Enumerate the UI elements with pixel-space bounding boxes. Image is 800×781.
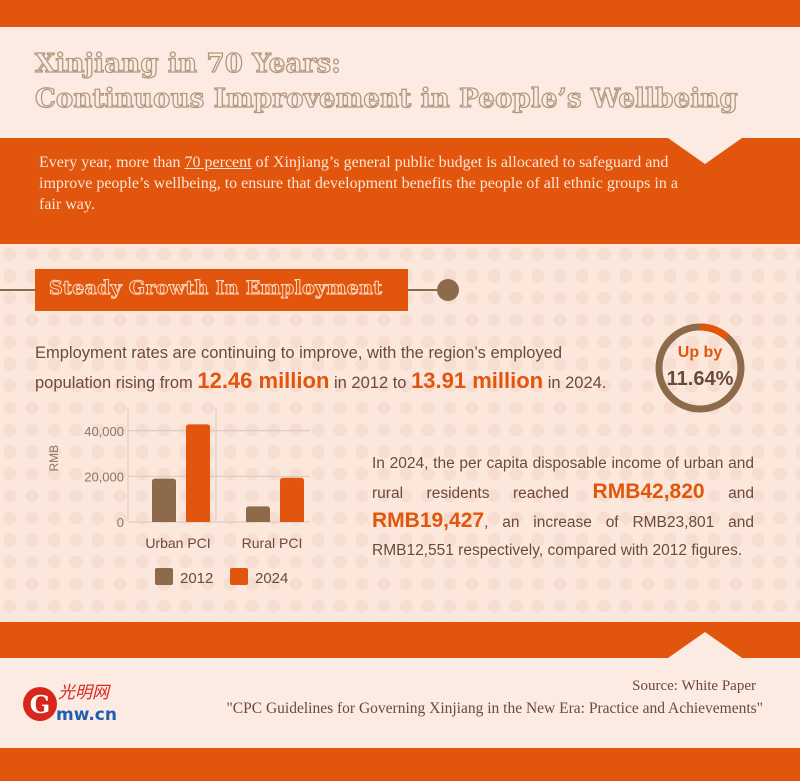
y-tick-label: 20,000 (84, 469, 124, 484)
bar-2012-1 (246, 506, 270, 522)
gmw-logo-text: mw.cn (56, 705, 117, 725)
section-dot (437, 279, 459, 301)
section-title: Steady Growth In Employment (48, 277, 383, 300)
section-divider-right (408, 289, 438, 291)
pci-text-part2: and (704, 484, 754, 502)
legend-swatch (155, 568, 173, 585)
employment-2012-value: 12.46 million (197, 368, 330, 393)
intro-text-before: Every year, more than (39, 154, 185, 171)
employment-text-part2: in 2012 to (329, 374, 412, 392)
employment-text-part1: Employment rates are continuing to impro… (35, 344, 563, 392)
pci-bar-chart: 0 20,000 40,000 RMB Urban PCI Rural PCI 2012 20… (47, 408, 310, 587)
footer-band (0, 622, 800, 658)
employment-text-part3: in 2024. (543, 374, 607, 392)
bar-2024-1 (280, 477, 304, 522)
pci-text-part3: , an increase of RMB23,801 and RMB12,551… (372, 514, 754, 559)
y-tick-label: 40,000 (84, 424, 124, 439)
source-label: Source: White Paper (632, 678, 756, 694)
y-axis-label: RMB (47, 445, 61, 472)
x-tick-label: Rural PCI (242, 535, 303, 551)
page-title-line2: Continuous Improvement in People’s Wellb… (34, 83, 738, 114)
section-divider-left (0, 289, 35, 291)
x-tick-label: Urban PCI (145, 535, 210, 551)
bottom-bar (0, 748, 800, 781)
footer: G 光明网 mw.cn Source: White Paper "CPC Gui… (0, 658, 800, 748)
intro-text: Every year, more than 70 percent of Xinj… (39, 152, 679, 215)
pci-text-part1: In 2024, the per capita disposable incom… (372, 455, 754, 502)
bar-2012-0 (152, 478, 176, 522)
intro-text-after: of Xinjiang’s general public budget is a… (39, 154, 678, 213)
top-bar (0, 0, 800, 27)
growth-ring-arc (699, 323, 730, 341)
gmw-logo[interactable]: G 光明网 mw.cn (20, 680, 140, 726)
legend-label: 2024 (255, 570, 288, 587)
page-title-line1: Xinjiang in 70 Years: (34, 48, 342, 79)
pci-text: In 2024, the per capita disposable incom… (372, 450, 754, 564)
gmw-logo-circle (23, 687, 57, 721)
intro-highlight: 70 percent (184, 154, 252, 171)
y-tick-label: 0 (117, 515, 124, 530)
legend-label: 2012 (180, 570, 213, 587)
legend-swatch (230, 568, 248, 585)
source-title: "CPC Guidelines for Governing Xinjiang i… (226, 700, 763, 717)
employment-2024-value: 13.91 million (411, 368, 544, 393)
employment-text: Employment rates are continuing to impro… (35, 340, 635, 397)
main-panel: Steady Growth In Employment Employment r… (0, 244, 800, 622)
growth-ring (655, 323, 745, 413)
growth-badge: Up by 11.64% (654, 322, 746, 414)
section-header: Steady Growth In Employment (35, 269, 408, 311)
footer-notch (668, 632, 742, 658)
title-panel: Xinjiang in 70 Years: Continuous Improve… (0, 27, 800, 138)
intro-notch (668, 138, 742, 164)
gmw-logo-chinese: 光明网 (58, 683, 111, 703)
pci-urban-value: RMB42,820 (592, 479, 705, 503)
pci-rural-value: RMB19,427 (372, 509, 485, 532)
bar-2024-0 (186, 424, 210, 522)
growth-badge-label: Up by (677, 344, 723, 361)
growth-badge-value: 11.64% (666, 368, 734, 390)
gmw-logo-g: G (30, 690, 51, 719)
intro-band: Every year, more than 70 percent of Xinj… (0, 138, 800, 244)
